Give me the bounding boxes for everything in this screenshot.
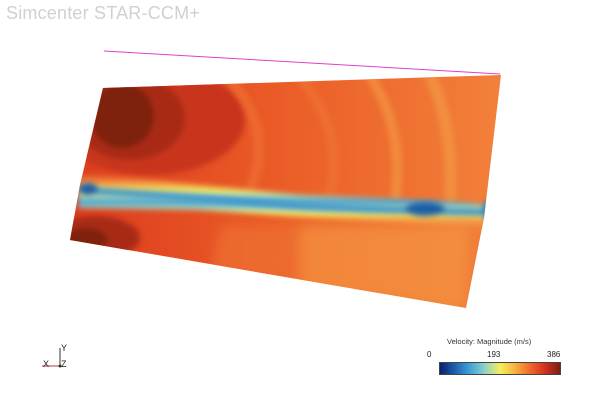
legend-title: Velocity: Magnitude (m/s) xyxy=(447,337,532,346)
triad-y-label: Y xyxy=(61,343,68,353)
legend-max-label: 386 xyxy=(547,350,561,359)
triad-x-label: X xyxy=(43,359,50,369)
triad-z-label: Z xyxy=(61,359,67,369)
legend-min-label: 0 xyxy=(427,350,432,359)
axes-triad: Y X Z xyxy=(30,338,80,378)
legend-mid-label: 193 xyxy=(487,350,501,359)
boundary-outline-line xyxy=(103,50,501,75)
app-title: Simcenter STAR-CCM+ xyxy=(6,3,200,23)
triad-icon xyxy=(42,348,62,368)
contour-plot xyxy=(70,75,501,308)
legend-color-bar xyxy=(439,362,561,375)
color-legend[interactable]: Velocity: Magnitude (m/s) 0 193 386 xyxy=(425,335,575,385)
